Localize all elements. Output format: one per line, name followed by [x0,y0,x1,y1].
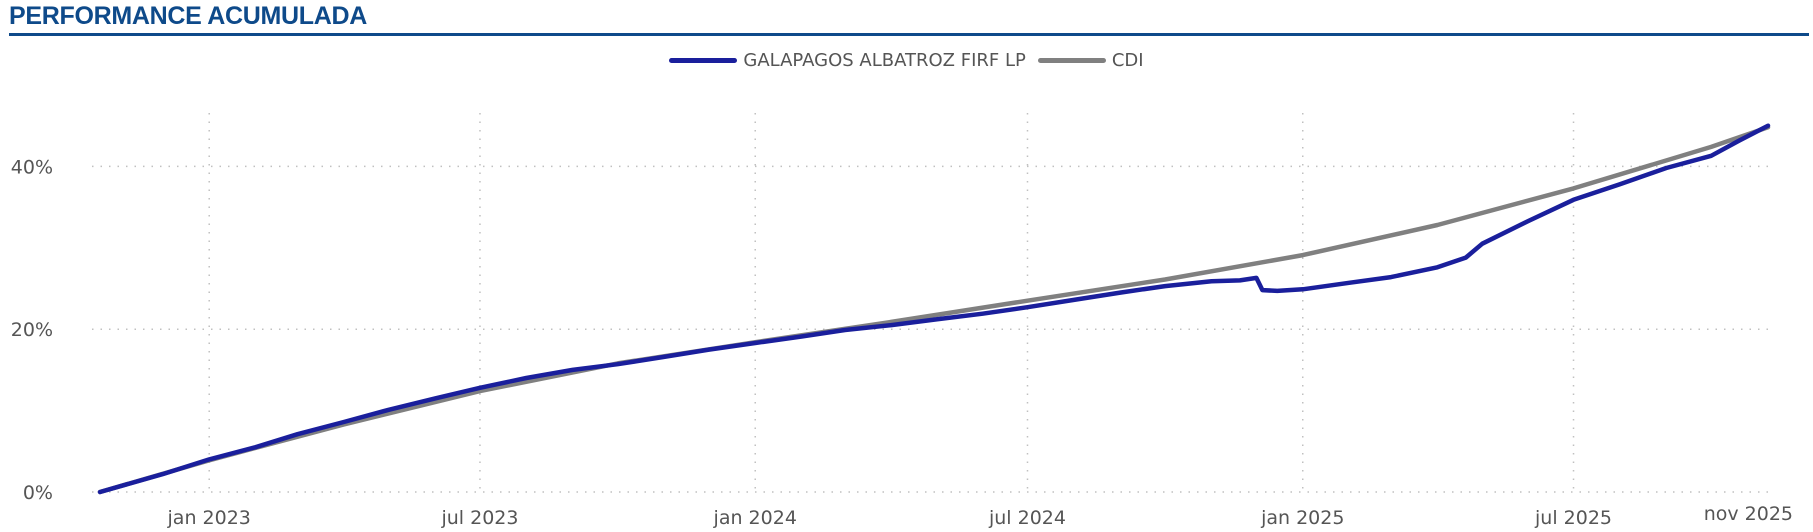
x-tick-label: jan 2025 [1260,507,1344,529]
x-tick-label: jul 2025 [1534,507,1612,529]
axis-labels: 0% 20% 40% jan 2023 jul 2023 jan 2024 jul 2024… [11,156,1793,529]
series-lines [97,123,1771,495]
x-tick-label: jan 2023 [167,507,251,529]
legend-swatch-fund [669,58,738,63]
y-tick-label: 0% [23,482,53,504]
series-line-fund[interactable] [97,123,1771,495]
x-tick-label: jan 2024 [713,507,797,529]
page-title: PERFORMANCE ACUMULADA [9,2,368,30]
title-divider [9,33,1809,36]
series-line-cdi[interactable] [97,125,1771,495]
chart-legend: GALAPAGOS ALBATROZ FIRF LP CDI [0,50,1813,71]
y-tick-label: 20% [11,319,53,341]
grid-lines [92,113,1768,493]
y-tick-label: 40% [11,156,53,178]
legend-label-cdi: CDI [1111,50,1144,71]
x-tick-label: jul 2023 [440,507,518,529]
x-tick-label: nov 2025 [1704,503,1793,525]
legend-item-fund[interactable]: GALAPAGOS ALBATROZ FIRF LP [669,50,1026,71]
legend-item-cdi[interactable]: CDI [1037,50,1144,71]
legend-label-fund: GALAPAGOS ALBATROZ FIRF LP [743,50,1026,71]
x-tick-label: jul 2024 [988,507,1066,529]
legend-swatch-cdi [1037,58,1106,63]
